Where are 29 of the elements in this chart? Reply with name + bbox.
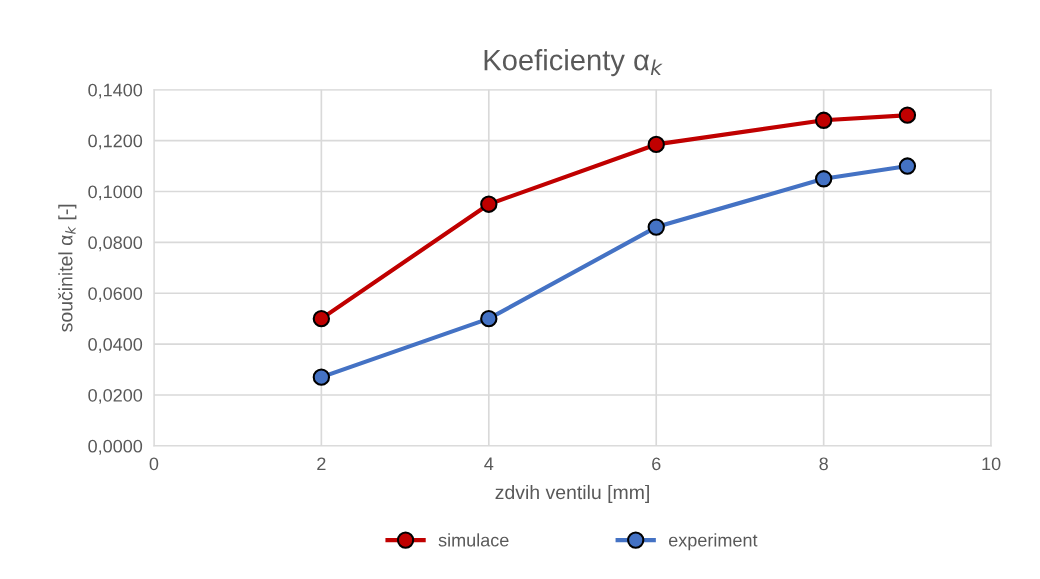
y-tick-label: 0,1000 bbox=[88, 185, 143, 201]
y-tick-label: 0,1200 bbox=[88, 134, 143, 150]
legend-label: simulace bbox=[438, 533, 509, 547]
y-tick-label: 0,1400 bbox=[88, 83, 143, 99]
point bbox=[312, 368, 331, 386]
y-tick-label: 0,0800 bbox=[88, 236, 143, 252]
point bbox=[480, 195, 498, 213]
y-axis-title: součinitel α$_{k}$ [-] bbox=[58, 204, 77, 332]
x-tick-label: 0 bbox=[149, 457, 159, 471]
x-tick-label: 4 bbox=[484, 457, 494, 471]
x-tick-label: 6 bbox=[652, 457, 661, 471]
y-tick-label: 0,0400 bbox=[88, 338, 143, 353]
y-tick-label: 0,0200 bbox=[88, 388, 143, 404]
point bbox=[480, 309, 498, 328]
x-tick-label: 8 bbox=[819, 457, 828, 471]
point bbox=[898, 106, 917, 124]
x-tick-label: 2 bbox=[317, 457, 326, 471]
x-axis-title: zdvih ventilu [mm] bbox=[495, 484, 649, 504]
point bbox=[815, 170, 833, 188]
chart-title: Koeficienty α$_{k}$ bbox=[484, 49, 663, 77]
point bbox=[647, 218, 665, 236]
point bbox=[898, 157, 917, 175]
point bbox=[312, 309, 331, 328]
x-tick-label: 10 bbox=[982, 457, 1001, 471]
point bbox=[647, 135, 665, 154]
point bbox=[815, 111, 833, 129]
y-tick-label: 0,0600 bbox=[88, 287, 143, 303]
legend-label: experiment bbox=[668, 533, 758, 551]
y-tick-label: 0,0000 bbox=[88, 439, 143, 455]
